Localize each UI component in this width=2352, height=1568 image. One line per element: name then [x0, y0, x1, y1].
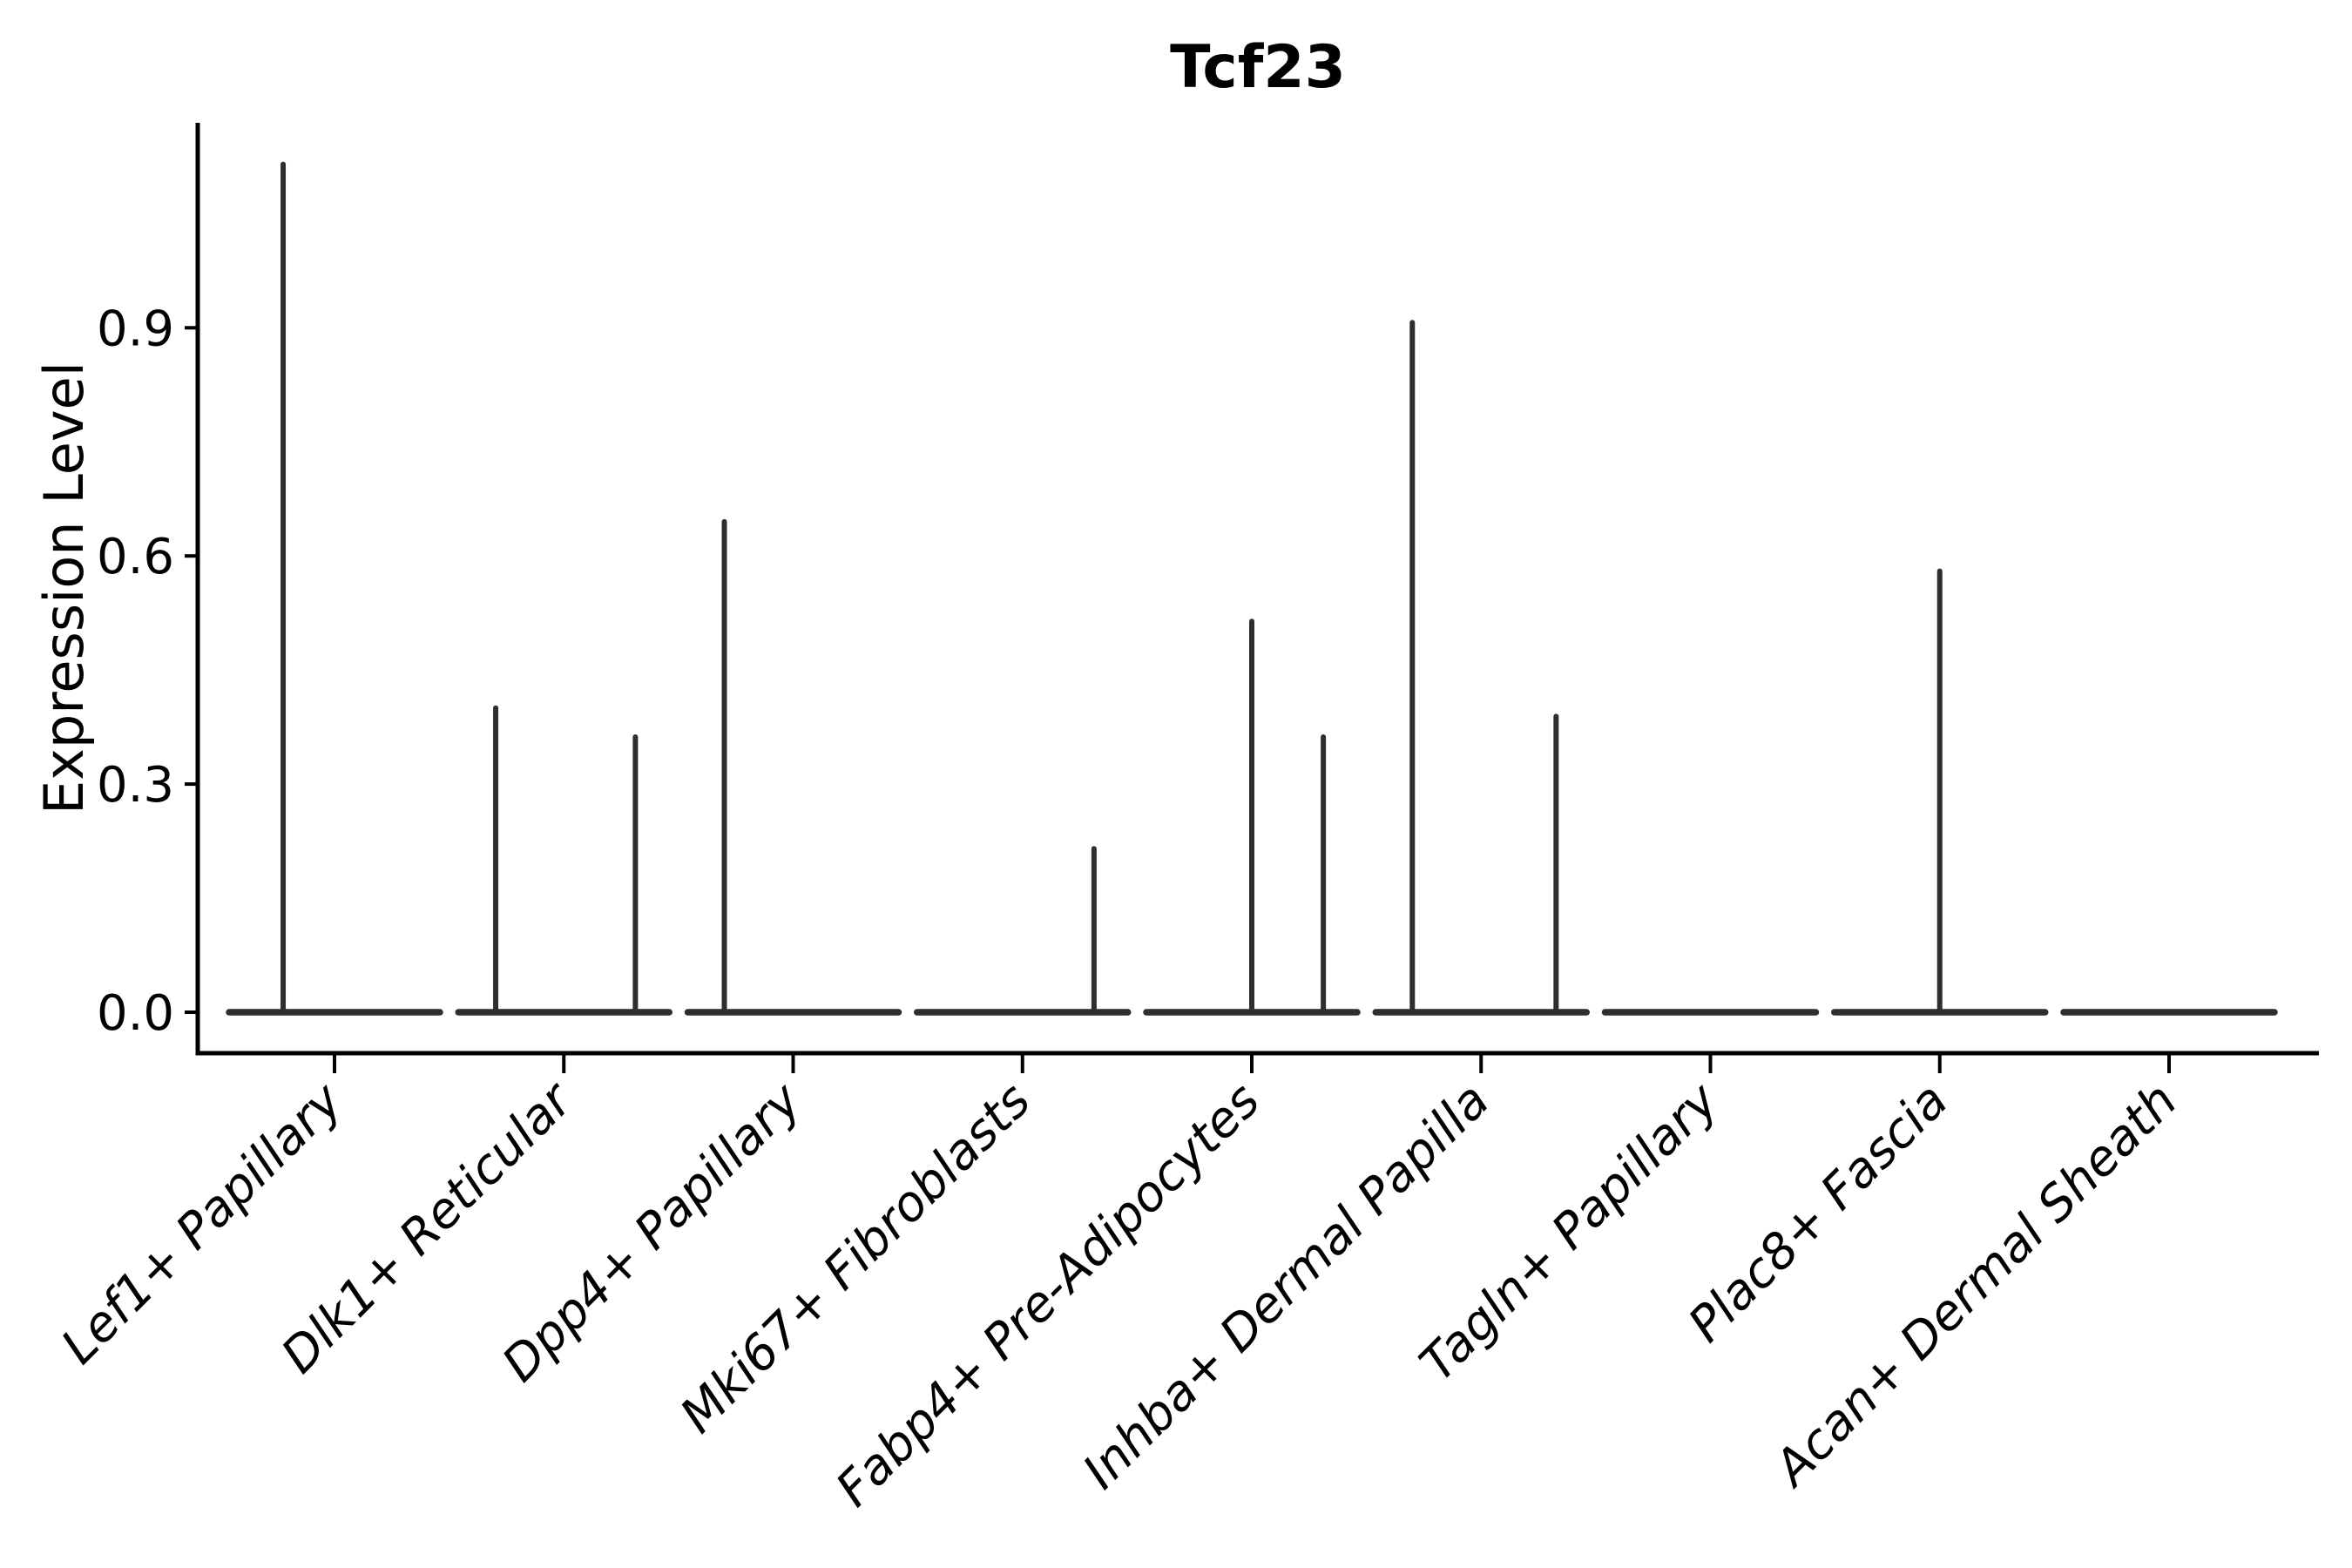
violin-group [1831, 568, 2049, 1016]
x-tick-label: Inhba+ Dermal Papilla [1072, 1072, 1500, 1500]
violin-group [455, 705, 672, 1016]
violin-group [1372, 320, 1590, 1016]
y-tick-label: 0.9 [97, 301, 174, 357]
x-tick-label: Acan+ Dermal Sheath [1762, 1072, 2188, 1498]
x-tick-label: Fabp4+ Pre-Adipocytes [826, 1072, 1271, 1517]
violin-group [226, 161, 443, 1016]
y-axis-title: Expression Level [32, 362, 96, 814]
y-tick-label: 0.6 [97, 529, 174, 585]
y-tick-label: 0.3 [97, 757, 174, 814]
violin-group [684, 518, 902, 1016]
violin-group [1143, 618, 1361, 1016]
chart-title: Tcf23 [1170, 33, 1346, 102]
y-tick-label: 0.0 [97, 985, 174, 1042]
violin-group [914, 846, 1132, 1016]
